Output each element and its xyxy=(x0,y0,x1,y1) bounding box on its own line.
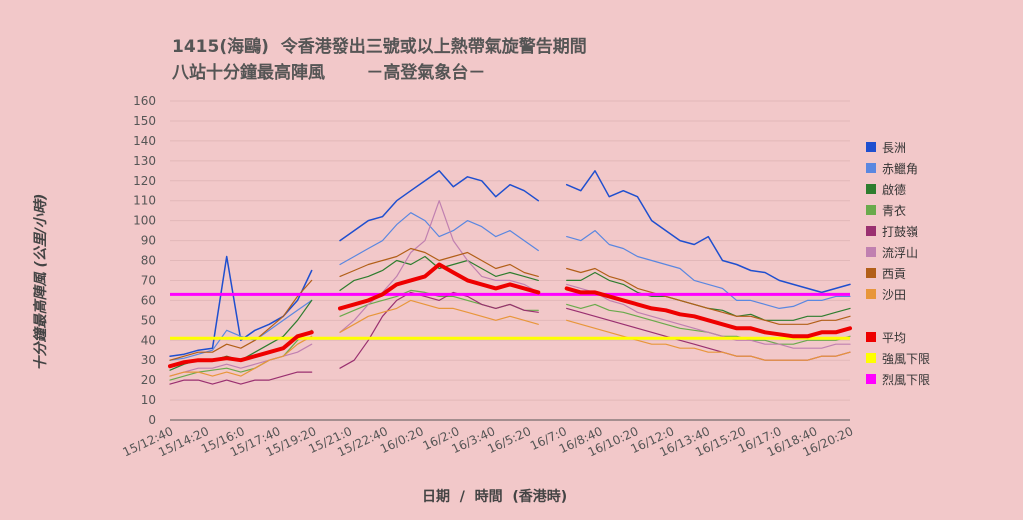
legend-swatch xyxy=(866,205,876,215)
legend-label: 啟德 xyxy=(882,182,906,197)
y-tick-label: 30 xyxy=(141,353,156,367)
legend-swatch xyxy=(866,163,876,173)
y-tick-label: 40 xyxy=(141,333,156,347)
y-tick-label: 150 xyxy=(133,114,156,128)
y-tick-label: 60 xyxy=(141,293,156,307)
y-tick-label: 160 xyxy=(133,94,156,108)
legend-label: 烈風下限 xyxy=(882,373,930,387)
y-tick-label: 120 xyxy=(133,174,156,188)
series-line xyxy=(170,265,850,367)
y-tick-label: 90 xyxy=(141,234,156,248)
legend-swatch xyxy=(866,374,876,384)
y-tick-label: 50 xyxy=(141,313,156,327)
legend-label: 強風下限 xyxy=(882,352,930,366)
legend-label: 打鼓嶺 xyxy=(882,225,918,239)
line-chart: 0 10 20 30 40 50 60 70 80 90 100 110 120 130 140 150 160… xyxy=(0,0,1023,520)
legend-swatch xyxy=(866,226,876,236)
legend-swatch xyxy=(866,247,876,257)
y-tick-label: 10 xyxy=(141,393,156,407)
legend-label: 青衣 xyxy=(882,203,906,218)
y-tick-label: 0 xyxy=(148,413,156,427)
y-tick-label: 80 xyxy=(141,254,156,268)
legend-swatch xyxy=(866,332,876,342)
legend-swatch xyxy=(866,184,876,194)
legend-label: 沙田 xyxy=(882,288,906,302)
legend-swatch xyxy=(866,142,876,152)
y-tick-label: 100 xyxy=(133,214,156,228)
legend-label: 西貢 xyxy=(882,267,906,281)
y-tick-label: 110 xyxy=(133,194,156,208)
legend-swatch xyxy=(866,268,876,278)
legend-swatch xyxy=(866,289,876,299)
y-tick-label: 130 xyxy=(133,154,156,168)
legend-label: 赤鱲角 xyxy=(882,162,918,176)
legend-swatch xyxy=(866,353,876,363)
y-tick-label: 70 xyxy=(141,273,156,287)
legend-label: 長洲 xyxy=(882,141,906,155)
y-tick-label: 20 xyxy=(141,373,156,387)
legend-label: 流浮山 xyxy=(882,246,918,260)
y-tick-label: 140 xyxy=(133,134,156,148)
legend-label: 平均 xyxy=(882,331,906,345)
